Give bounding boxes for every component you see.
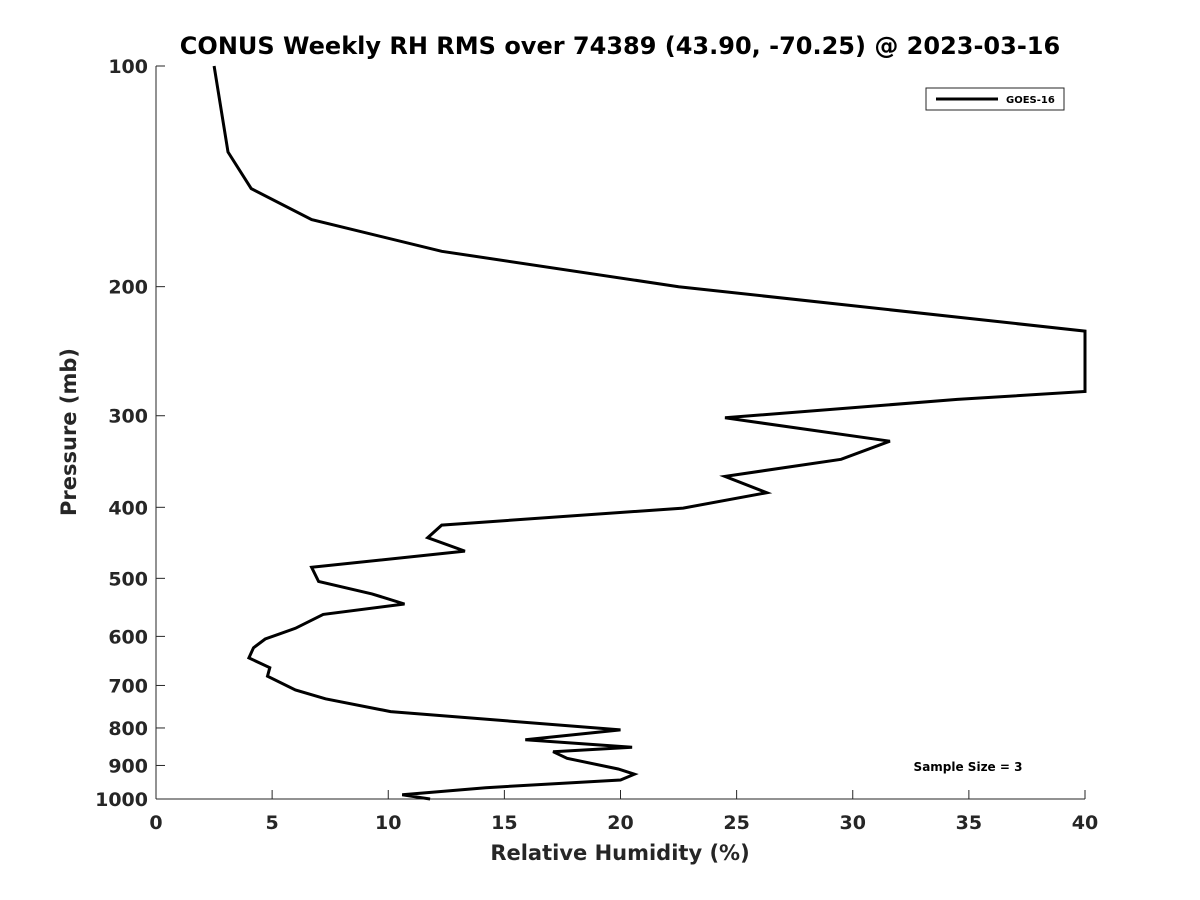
y-tick-label: 400 [108,497,148,519]
y-tick-label: 300 [108,406,148,428]
x-tick-label: 15 [491,812,517,834]
x-axis-label: Relative Humidity (%) [490,841,749,865]
x-tick-label: 10 [375,812,401,834]
x-tick-label: 20 [607,812,633,834]
y-tick-label: 800 [108,718,148,740]
series-line-goes-16 [212,65,1087,801]
legend-label-goes-16: GOES-16 [1006,95,1055,106]
y-tick-label: 700 [108,675,148,697]
y-tick-label: 600 [108,626,148,648]
sample-size-annotation: Sample Size = 3 [914,760,1023,774]
x-tick-label: 40 [1072,812,1098,834]
x-ticks: 0 5 10 15 20 25 30 35 40 [149,790,1098,834]
x-tick-label: 25 [723,812,749,834]
x-tick-label: 35 [956,812,982,834]
y-tick-label: 1000 [95,789,148,811]
y-tick-label: 900 [108,755,148,777]
x-tick-label: 0 [149,812,162,834]
x-tick-label: 5 [266,812,279,834]
y-ticks: 100 200 300 400 500 600 700 800 900 1000 [95,56,165,811]
y-tick-label: 200 [108,277,148,299]
y-axis-label: Pressure (mb) [57,348,81,516]
legend: GOES-16 [925,87,1065,111]
x-tick-label: 30 [840,812,866,834]
series-layer [212,65,1087,801]
y-tick-label: 500 [108,568,148,590]
chart-title: CONUS Weekly RH RMS over 74389 (43.90, -… [180,32,1060,60]
y-tick-label: 100 [108,56,148,78]
